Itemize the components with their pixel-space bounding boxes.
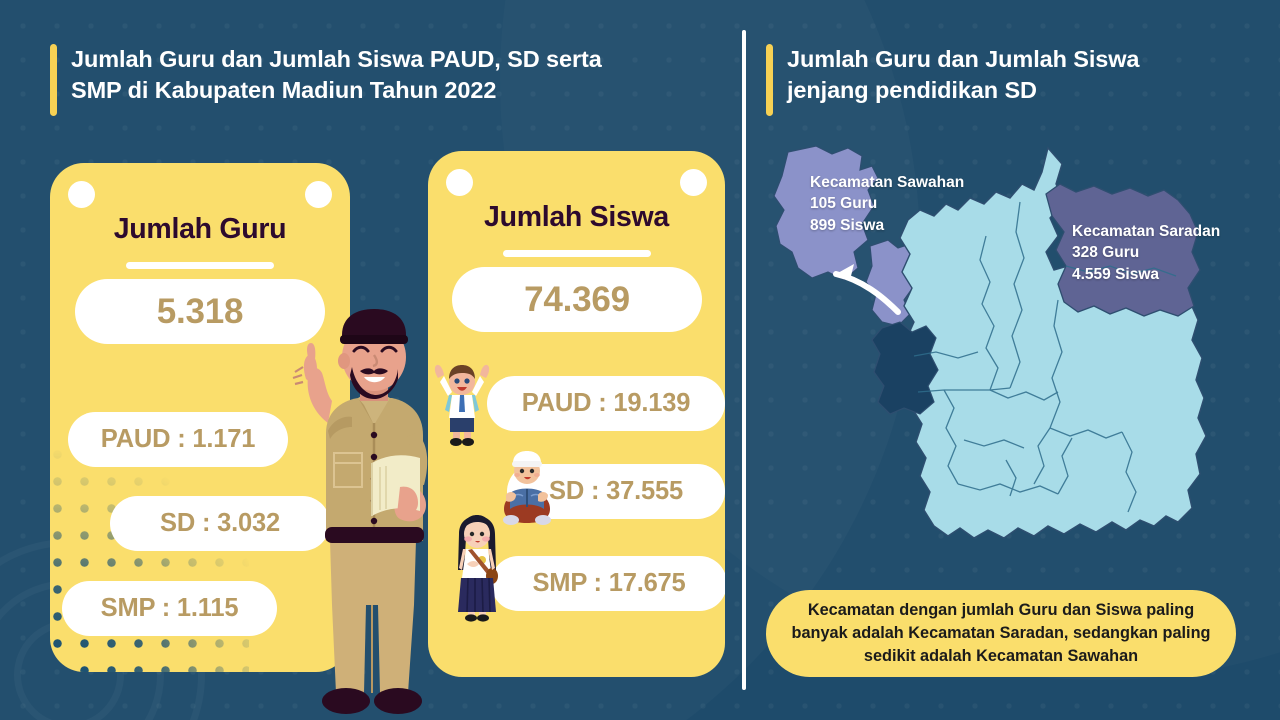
punch-hole-left-icon	[68, 181, 95, 208]
map-region-sawahan-exclave[interactable]	[773, 145, 879, 281]
siswa-sd-value: SD : 37.555	[507, 464, 725, 519]
punch-hole-right-icon	[680, 169, 707, 196]
teacher-illustration	[292, 309, 428, 714]
siswa-total-value: 74.369	[452, 267, 702, 332]
student-reading-illustration	[503, 451, 551, 525]
siswa-paud-value: PAUD : 19.139	[487, 376, 725, 431]
card-heading-guru: Jumlah Guru	[113, 213, 287, 245]
kabupaten-madiun-map	[773, 145, 1207, 539]
punch-hole-right-icon	[305, 181, 332, 208]
card-dot-decoration	[50, 441, 249, 672]
punch-hole-left-icon	[446, 169, 473, 196]
student-boy-cheering-illustration	[434, 364, 490, 446]
map-region-dark-enclave[interactable]	[871, 321, 939, 415]
map-region-saradan[interactable]	[1045, 183, 1201, 317]
card-heading-underline	[502, 250, 651, 257]
guru-smp-value: SMP : 1.115	[62, 581, 277, 636]
panel-divider	[742, 30, 746, 690]
map-caption-text: Kecamatan dengan jumlah Guru dan Siswa p…	[791, 600, 1211, 666]
left-panel-title: Jumlah Guru dan Jumlah Siswa PAUD, SD se…	[50, 44, 710, 116]
arrow-head-icon	[836, 264, 854, 280]
left-panel-title-text: Jumlah Guru dan Jumlah Siswa PAUD, SD se…	[71, 46, 602, 104]
siswa-smp-value: SMP : 17.675	[491, 556, 725, 611]
map-district-boundaries	[913, 201, 1177, 513]
student-girl-illustration	[458, 515, 498, 622]
guru-sd-value: SD : 3.032	[110, 496, 330, 551]
card-heading-siswa: Jumlah Siswa	[484, 201, 669, 233]
stat-card-jumlah-guru: Jumlah Guru 5.318 PAUD : 1.171 SD : 3.03…	[50, 163, 350, 672]
guru-total-value: 5.318	[75, 279, 325, 344]
title-accent-bar	[766, 44, 773, 116]
card-heading-underline	[126, 262, 274, 269]
title-accent-bar	[50, 44, 57, 116]
map-label-sawahan: Kecamatan Sawahan 105 Guru 899 Siswa	[810, 174, 965, 234]
map-label-saradan: Kecamatan Saradan 328 Guru 4.559 Siswa	[1072, 223, 1221, 283]
guru-paud-value: PAUD : 1.171	[68, 412, 288, 467]
right-panel-title: Jumlah Guru dan Jumlah Siswa jenjang pen…	[766, 44, 1236, 116]
right-panel-title-text: Jumlah Guru dan Jumlah Siswa jenjang pen…	[787, 46, 1140, 104]
map-caption-box: Kecamatan dengan jumlah Guru dan Siswa p…	[766, 590, 1236, 677]
